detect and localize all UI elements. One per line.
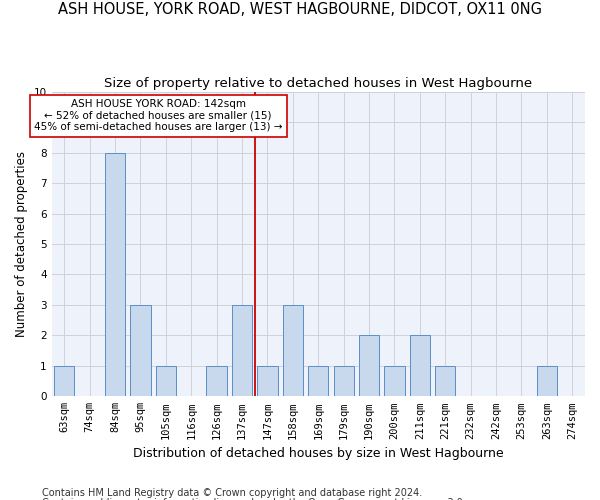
Text: ASH HOUSE, YORK ROAD, WEST HAGBOURNE, DIDCOT, OX11 0NG: ASH HOUSE, YORK ROAD, WEST HAGBOURNE, DI…: [58, 2, 542, 18]
Text: Contains public sector information licensed under the Open Government Licence v3: Contains public sector information licen…: [42, 498, 466, 500]
Text: Contains HM Land Registry data © Crown copyright and database right 2024.: Contains HM Land Registry data © Crown c…: [42, 488, 422, 498]
Text: ASH HOUSE YORK ROAD: 142sqm
← 52% of detached houses are smaller (15)
45% of sem: ASH HOUSE YORK ROAD: 142sqm ← 52% of det…: [34, 100, 283, 132]
Bar: [385, 366, 404, 396]
Bar: [130, 305, 151, 396]
Bar: [206, 366, 227, 396]
Bar: [105, 152, 125, 396]
Bar: [308, 366, 328, 396]
Bar: [410, 336, 430, 396]
Title: Size of property relative to detached houses in West Hagbourne: Size of property relative to detached ho…: [104, 78, 532, 90]
Bar: [359, 336, 379, 396]
X-axis label: Distribution of detached houses by size in West Hagbourne: Distribution of detached houses by size …: [133, 447, 503, 460]
Bar: [232, 305, 252, 396]
Y-axis label: Number of detached properties: Number of detached properties: [15, 151, 28, 337]
Bar: [283, 305, 303, 396]
Bar: [435, 366, 455, 396]
Bar: [537, 366, 557, 396]
Bar: [54, 366, 74, 396]
Bar: [257, 366, 278, 396]
Bar: [155, 366, 176, 396]
Bar: [334, 366, 354, 396]
